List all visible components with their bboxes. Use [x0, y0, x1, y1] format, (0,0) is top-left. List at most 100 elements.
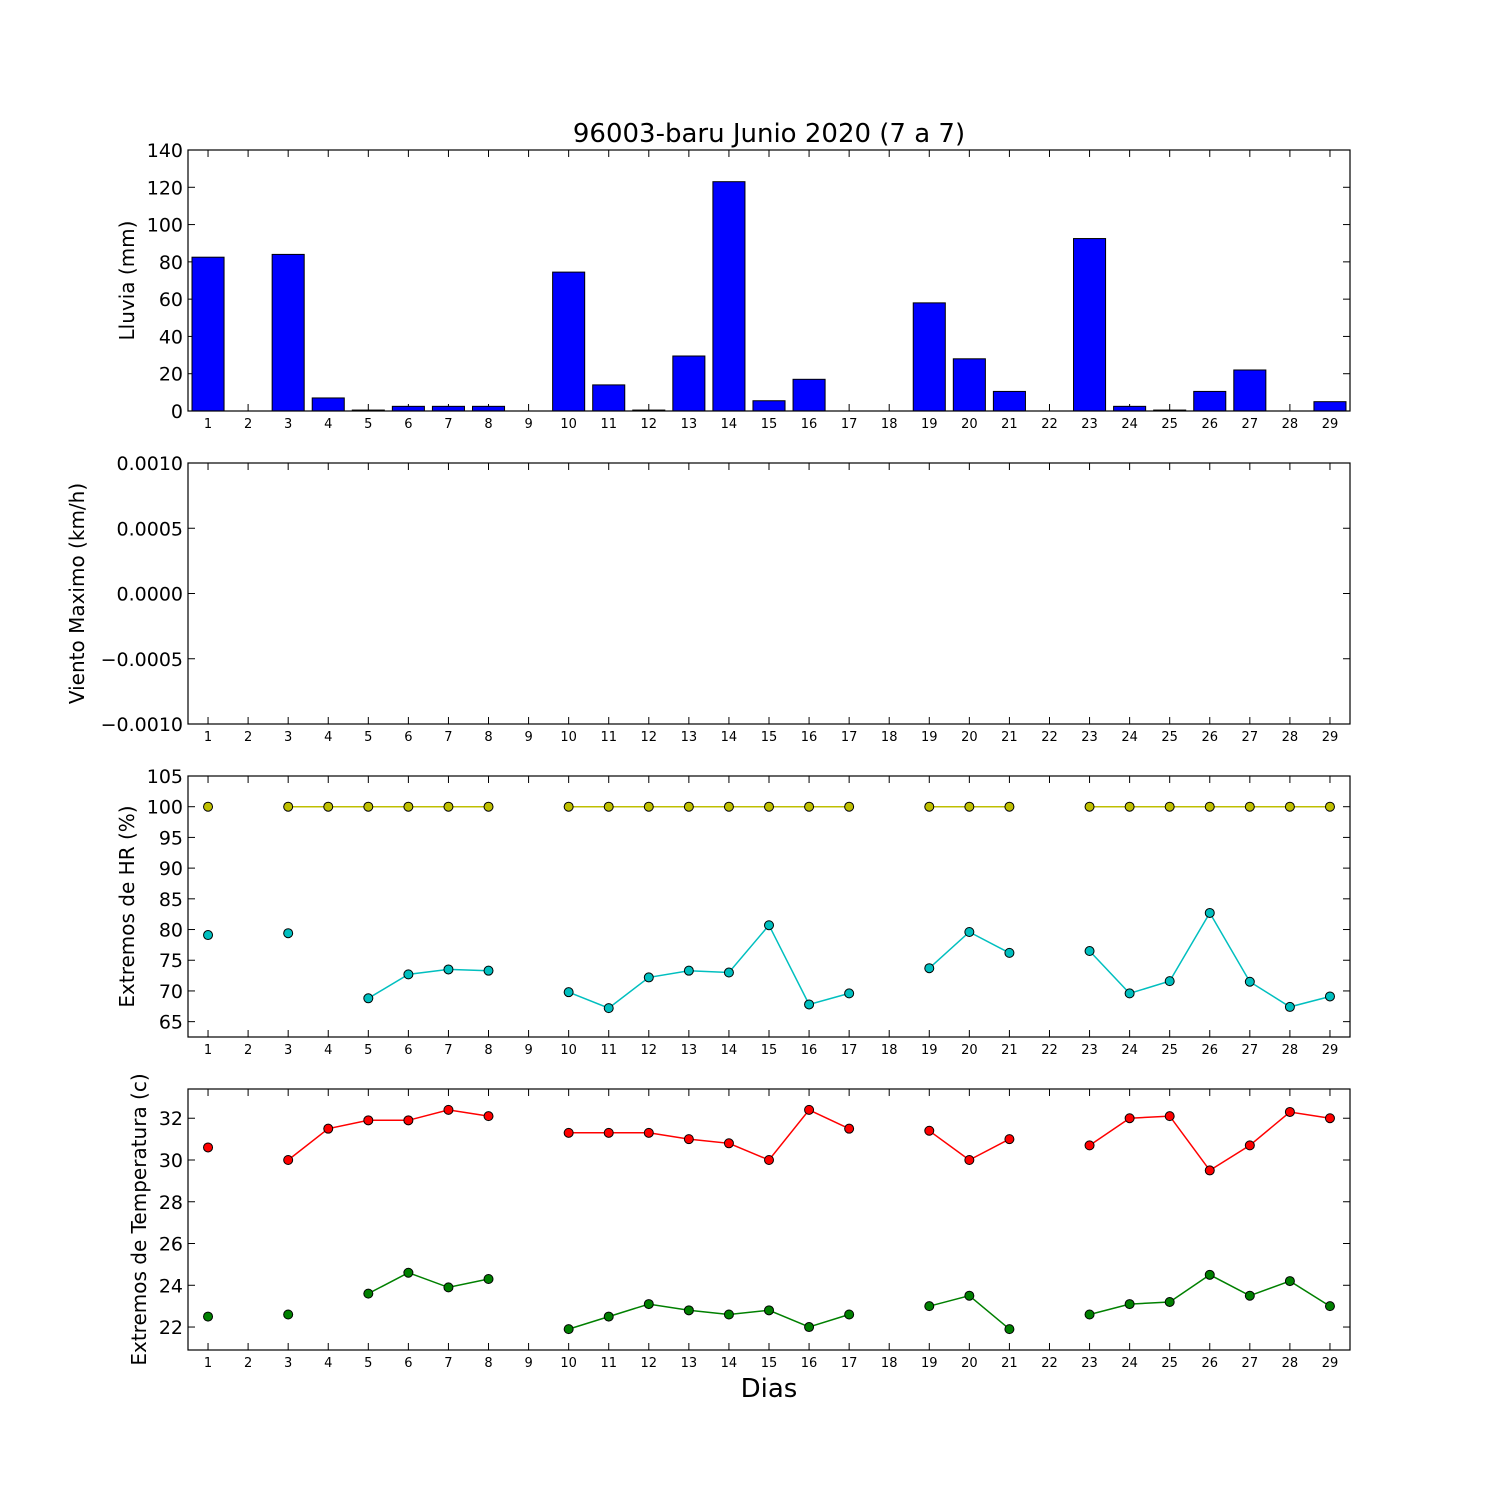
y-tick-label-lluvia: 100 [147, 215, 183, 237]
point-temp-min-day-25 [1164, 1296, 1175, 1307]
x-tick-label-hr: 7 [444, 1043, 452, 1058]
point-hr-min-day-10 [563, 987, 574, 998]
x-tick-label-viento: 20 [961, 730, 978, 745]
point-temp-max-day-13 [683, 1134, 694, 1145]
point-hr-max-day-21 [1004, 801, 1015, 812]
point-hr-min-day-6 [403, 969, 414, 980]
axes-frame-hr [187, 775, 1351, 1038]
x-tick-label-viento: 29 [1322, 730, 1339, 745]
x-tick-label-temp: 12 [641, 1356, 658, 1371]
x-tick-label-temp: 28 [1282, 1356, 1299, 1371]
x-tick-label-temp: 15 [761, 1356, 778, 1371]
point-hr-max-day-14 [723, 801, 734, 812]
x-tick-label-lluvia: 10 [560, 417, 577, 432]
x-tick-label-lluvia: 23 [1081, 417, 1098, 432]
line-hr-min [367, 968, 489, 999]
x-tick-label-viento: 4 [324, 730, 332, 745]
point-hr-max-day-11 [603, 801, 614, 812]
point-hr-min-day-25 [1164, 976, 1175, 987]
x-tick-label-viento: 25 [1161, 730, 1178, 745]
y-tick-label-hr: 75 [159, 950, 183, 972]
x-tick-label-viento: 5 [364, 730, 372, 745]
y-tick-label-temp: 22 [159, 1317, 183, 1339]
point-temp-max-day-8 [483, 1111, 494, 1122]
point-temp-min-day-16 [804, 1322, 815, 1333]
y-tick-label-lluvia: 60 [159, 289, 183, 311]
point-hr-min-day-21 [1004, 947, 1015, 958]
x-tick-label-hr: 26 [1201, 1043, 1218, 1058]
x-tick-label-hr: 4 [324, 1043, 332, 1058]
x-tick-label-temp: 7 [444, 1356, 452, 1371]
y-tick-label-hr: 105 [147, 766, 183, 788]
x-tick-label-temp: 11 [600, 1356, 617, 1371]
x-tick-label-hr: 24 [1121, 1043, 1138, 1058]
bar-rain-day-4 [311, 397, 345, 412]
point-hr-max-day-3 [283, 801, 294, 812]
point-hr-max-day-29 [1324, 801, 1335, 812]
point-temp-max-day-1 [203, 1142, 214, 1153]
point-hr-min-day-1 [203, 930, 214, 941]
x-tick-label-viento: 18 [881, 730, 898, 745]
x-tick-label-temp: 29 [1322, 1356, 1339, 1371]
x-tick-label-viento: 17 [841, 730, 858, 745]
point-hr-min-day-14 [723, 967, 734, 978]
x-tick-label-temp: 13 [681, 1356, 698, 1371]
line-hr-min [928, 931, 1010, 969]
x-tick-label-viento: 28 [1282, 730, 1299, 745]
y-tick-label-viento: 0.0000 [117, 584, 183, 606]
point-hr-min-day-20 [964, 926, 975, 937]
x-tick-label-temp: 24 [1121, 1356, 1138, 1371]
x-tick-label-lluvia: 15 [761, 417, 778, 432]
x-tick-label-lluvia: 2 [244, 417, 252, 432]
x-tick-label-lluvia: 20 [961, 417, 978, 432]
x-tick-label-viento: 19 [921, 730, 938, 745]
x-tick-label-hr: 17 [841, 1043, 858, 1058]
x-tick-label-lluvia: 5 [364, 417, 372, 432]
point-temp-min-day-11 [603, 1311, 614, 1322]
y-tick-label-temp: 30 [159, 1150, 183, 1172]
point-hr-min-day-12 [643, 972, 654, 983]
point-hr-min-day-8 [483, 965, 494, 976]
point-hr-min-day-7 [443, 964, 454, 975]
point-temp-max-day-7 [443, 1104, 454, 1115]
point-temp-max-day-6 [403, 1115, 414, 1126]
point-hr-max-day-28 [1284, 801, 1295, 812]
point-temp-min-day-27 [1244, 1290, 1255, 1301]
point-temp-min-day-10 [563, 1324, 574, 1335]
x-tick-label-viento: 15 [761, 730, 778, 745]
panel-temp: Extremos de Temperatura (c) 2224262830321… [127, 1073, 1351, 1371]
point-hr-max-day-24 [1124, 801, 1135, 812]
point-temp-max-day-17 [844, 1123, 855, 1134]
x-tick-label-lluvia: 8 [484, 417, 492, 432]
x-tick-label-lluvia: 4 [324, 417, 332, 432]
x-tick-label-viento: 11 [600, 730, 617, 745]
x-tick-label-viento: 9 [524, 730, 532, 745]
y-tick-label-hr: 65 [159, 1012, 183, 1034]
y-tick-label-hr: 90 [159, 858, 183, 880]
line-temp-max [568, 1108, 850, 1161]
x-tick-label-temp: 16 [801, 1356, 818, 1371]
point-hr-min-day-3 [283, 928, 294, 939]
point-hr-min-day-19 [924, 963, 935, 974]
bar-rain-day-13 [672, 355, 706, 412]
point-hr-min-day-23 [1084, 946, 1095, 957]
x-tick-label-viento: 2 [244, 730, 252, 745]
x-tick-label-temp: 25 [1161, 1356, 1178, 1371]
point-temp-min-day-29 [1324, 1301, 1335, 1312]
point-temp-max-day-29 [1324, 1113, 1335, 1124]
bar-rain-day-14 [712, 181, 746, 412]
point-temp-max-day-4 [323, 1123, 334, 1134]
bar-rain-day-20 [952, 358, 986, 412]
x-tick-label-lluvia: 1 [204, 417, 212, 432]
point-temp-min-day-13 [683, 1305, 694, 1316]
x-tick-label-temp: 23 [1081, 1356, 1098, 1371]
bar-rain-day-23 [1073, 238, 1107, 412]
x-tick-label-lluvia: 16 [801, 417, 818, 432]
bar-rain-day-10 [552, 271, 586, 412]
x-tick-label-lluvia: 17 [841, 417, 858, 432]
y-tick-label-temp: 28 [159, 1192, 183, 1214]
bar-rain-day-21 [992, 390, 1026, 412]
point-temp-min-day-6 [403, 1267, 414, 1278]
